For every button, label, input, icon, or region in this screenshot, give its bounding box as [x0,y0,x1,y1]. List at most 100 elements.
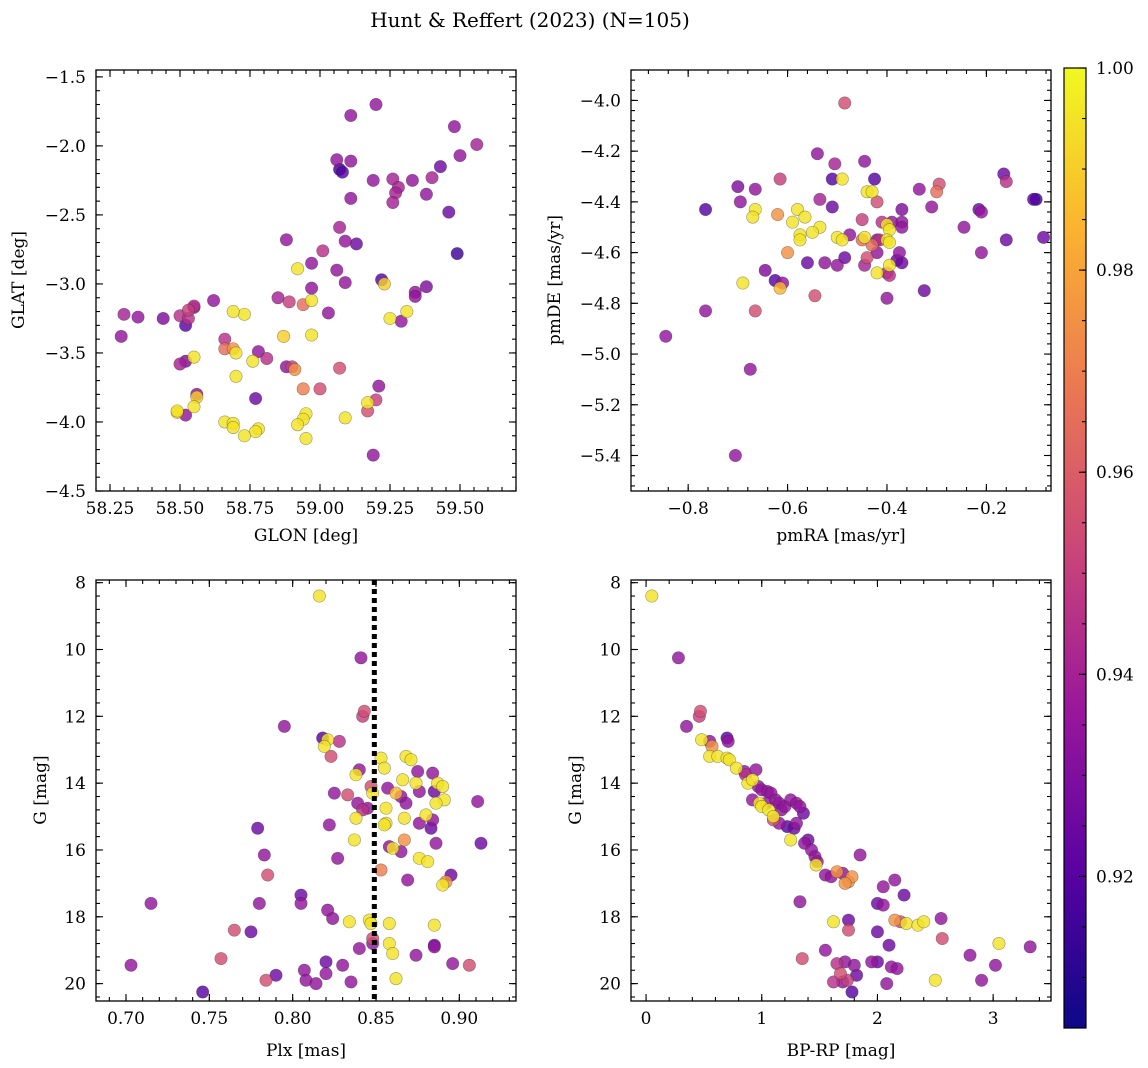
x-tick-label: 59.50 [436,499,485,519]
y-axis-label-proper-motion: pmDE [mas/yr] [545,215,565,345]
scatter-point [786,216,798,228]
scatter-point [430,797,442,809]
scatter-points-cmd [646,590,1037,998]
x-tick-label: 0.90 [440,1009,478,1029]
scatter-point [409,290,421,302]
scatter-point [367,174,379,186]
scatter-point [935,912,947,924]
scatter-point [261,869,273,881]
y-tick-label: 18 [64,908,86,928]
scatter-point [401,874,413,886]
scatter-point [380,802,392,814]
scatter-points-proper-motion [660,97,1050,462]
scatter-point [384,312,396,324]
panel-proper-motion: −0.8 −0.6 −0.4 −0.2 −5.4 −5.2 −5.0 −4.8 −4.6 −4.4… [545,70,1051,546]
scatter-point [896,221,908,233]
y-tick-label: 16 [64,841,86,861]
scatter-point [291,419,303,431]
scatter-point [893,246,905,258]
scatter-point [182,304,194,316]
scatter-point [228,924,240,936]
scatter-point [774,173,786,185]
scatter-points-plx-g [125,580,487,1001]
colorbar-tick-label: 1.00 [1096,59,1134,79]
scatter-point [115,330,127,342]
scatter-point [291,263,303,275]
x-tick-label: 59.00 [296,499,345,519]
scatter-point [839,97,851,109]
scatter-point [188,401,200,413]
scatter-point [871,926,883,938]
x-tick-label: 0 [641,1009,652,1029]
scatter-point [672,652,684,664]
scatter-point [333,735,345,747]
scatter-point [1037,231,1049,243]
scatter-point [734,196,746,208]
scatter-point [322,307,334,319]
scatter-point [420,281,432,293]
scatter-point [1000,175,1012,187]
y-tick-label: −4.2 [580,142,621,162]
scatter-point [918,284,930,296]
scatter-point [443,206,455,218]
scatter-point [125,959,137,971]
y-tick-label: −3.5 [45,344,86,364]
scatter-point [386,947,398,959]
scatter-point [781,246,793,258]
scatter-point [300,432,312,444]
scatter-point [245,926,257,938]
scatter-point [877,899,889,911]
y-tick-label: 14 [599,774,621,794]
scatter-point [811,147,823,159]
scatter-point [836,234,848,246]
scatter-point [320,967,332,979]
scatter-point [454,149,466,161]
y-tick-label: −4.8 [580,294,621,314]
x-tick-label: −0.2 [966,499,1007,519]
scatter-point [660,330,672,342]
scatter-point [810,859,822,871]
y-tick-label: 16 [599,841,621,861]
scatter-point [305,329,317,341]
scatter-point [975,246,987,258]
scatter-point [868,173,880,185]
scatter-point [251,822,263,834]
scatter-point [809,290,821,302]
scatter-point [448,120,460,132]
colorbar-gradient [1064,68,1086,1028]
scatter-point [333,221,345,233]
scatter-point [410,777,422,789]
scatter-point [958,221,970,233]
scatter-point [826,201,838,213]
scatter-point [975,974,987,986]
y-tick-label: 18 [599,908,621,928]
scatter-point [358,705,370,717]
scatter-point [420,809,432,821]
scatter-point [746,774,758,786]
scatter-point [278,720,290,732]
scatter-point [848,959,860,971]
scatter-point [345,192,357,204]
scatter-point [400,797,412,809]
y-tick-label: 12 [64,707,86,727]
x-tick-label: −0.8 [668,499,709,519]
scatter-point [305,282,317,294]
scatter-point [846,986,858,998]
scatter-point [794,896,806,908]
scatter-point [883,236,895,248]
y-tick-label: 20 [599,975,621,995]
scatter-point [695,734,707,746]
scatter-point [314,383,326,395]
scatter-point [759,264,771,276]
scatter-point [913,183,925,195]
scatter-point [729,449,741,461]
scatter-point [320,956,332,968]
scatter-point [171,405,183,417]
scatter-point [336,959,348,971]
scatter-point [238,430,250,442]
scatter-point [227,305,239,317]
scatter-point [421,855,433,867]
scatter-point [253,897,265,909]
scatter-point [774,282,786,294]
y-tick-label: −3.0 [45,275,86,295]
